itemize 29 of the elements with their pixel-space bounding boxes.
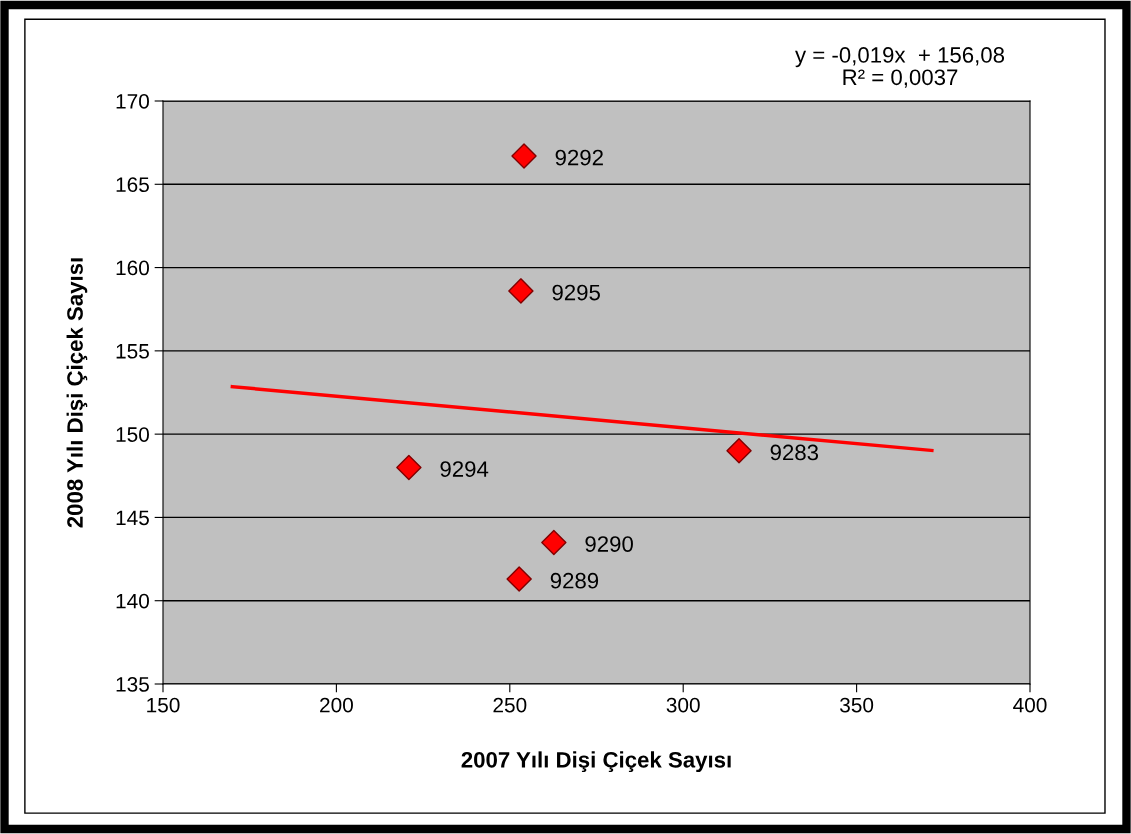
annotation: 9290 <box>585 536 633 552</box>
point <box>511 143 537 169</box>
annotation: 9294 <box>440 461 489 477</box>
text: y = -0,019x + 156,08 R² = 0,0037 <box>795 47 1005 88</box>
x-tick-label: 300 <box>666 697 700 713</box>
annotation: 9292 <box>555 149 603 166</box>
y-tick-label: 170 <box>116 94 149 109</box>
y-tick-label: 165 <box>116 177 149 193</box>
y-tick-label: 140 <box>116 593 149 609</box>
point <box>396 454 422 481</box>
x-axis-title: 2007 Yılı Dişi Çiçek Sayısı <box>461 751 731 773</box>
y-tick-label: 155 <box>116 344 149 359</box>
point <box>508 278 534 304</box>
x-tick-label: 400 <box>1013 697 1047 713</box>
x-tick-label: 250 <box>493 697 527 713</box>
point <box>541 529 567 556</box>
annotation: 9295 <box>552 284 600 301</box>
y-tick-label: 135 <box>116 677 149 692</box>
y-tick-label: 160 <box>116 260 149 276</box>
point <box>506 566 532 592</box>
annotation: 9289 <box>550 572 599 589</box>
annotation: 9283 <box>770 444 819 461</box>
y-tick-label: 150 <box>116 427 149 442</box>
x-tick-label: 200 <box>320 697 353 713</box>
y-axis-title: 2008 Yılı Dişi Çiçek Sayısı <box>66 258 88 528</box>
point <box>726 438 752 464</box>
x-tick-label: 350 <box>840 697 874 713</box>
x-tick-label: 150 <box>147 697 180 713</box>
y-tick-label: 145 <box>116 510 149 526</box>
